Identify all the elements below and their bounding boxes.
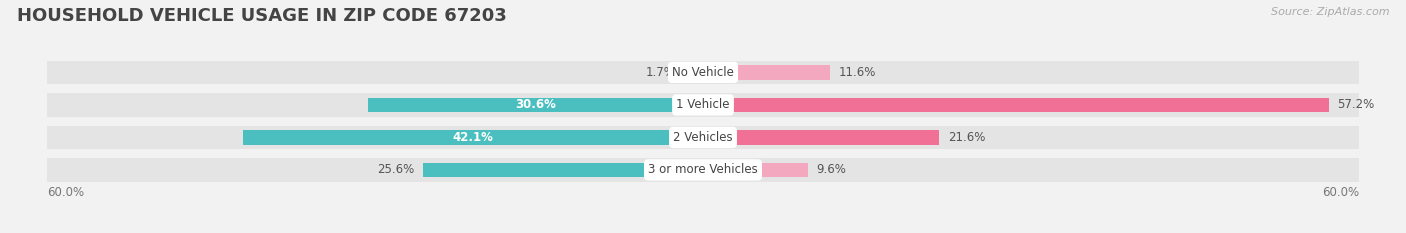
Bar (703, 65, 830, 79)
Bar (368, 98, 703, 112)
Text: Source: ZipAtlas.com: Source: ZipAtlas.com (1271, 7, 1389, 17)
Text: 1 Vehicle: 1 Vehicle (676, 98, 730, 111)
Text: 2 Vehicles: 2 Vehicles (673, 131, 733, 144)
Text: 9.6%: 9.6% (817, 163, 846, 176)
Bar (703, 158, 1360, 182)
Text: HOUSEHOLD VEHICLE USAGE IN ZIP CODE 67203: HOUSEHOLD VEHICLE USAGE IN ZIP CODE 6720… (17, 7, 506, 25)
Text: 60.0%: 60.0% (1322, 186, 1360, 199)
Bar (46, 158, 703, 182)
Text: 3 or more Vehicles: 3 or more Vehicles (648, 163, 758, 176)
Text: No Vehicle: No Vehicle (672, 66, 734, 79)
Bar (243, 130, 703, 144)
Bar (703, 98, 1329, 112)
Text: 60.0%: 60.0% (46, 186, 84, 199)
Bar (703, 126, 1360, 149)
Bar (46, 126, 703, 149)
Bar (703, 163, 808, 177)
Bar (423, 163, 703, 177)
Bar (703, 61, 1360, 84)
Text: 30.6%: 30.6% (515, 98, 557, 111)
Bar (703, 130, 939, 144)
Text: 21.6%: 21.6% (948, 131, 986, 144)
Bar (703, 93, 1360, 116)
Text: 11.6%: 11.6% (838, 66, 876, 79)
Text: 57.2%: 57.2% (1337, 98, 1375, 111)
Bar (685, 65, 703, 79)
Text: 42.1%: 42.1% (453, 131, 494, 144)
Text: 1.7%: 1.7% (645, 66, 676, 79)
Bar (46, 93, 703, 116)
Text: 25.6%: 25.6% (377, 163, 415, 176)
Bar (46, 61, 703, 84)
